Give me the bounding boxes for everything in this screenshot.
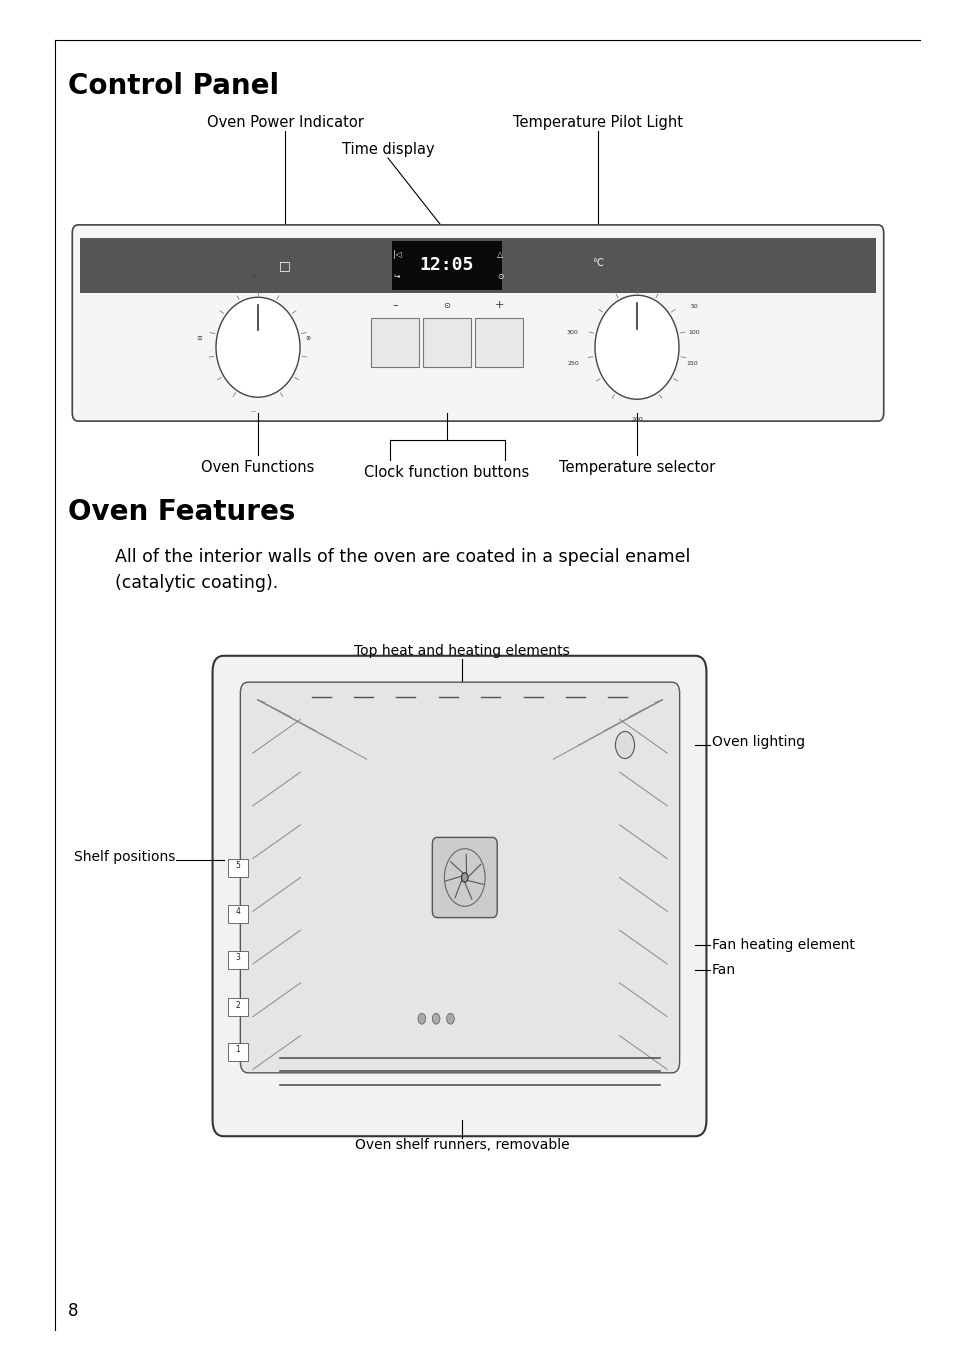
Bar (80, 238, 875, 293)
Bar (228, 1044, 248, 1061)
Bar (371, 318, 418, 366)
Text: ⊙: ⊙ (497, 272, 502, 281)
Circle shape (615, 731, 634, 758)
Text: Temperature selector: Temperature selector (558, 460, 715, 475)
Bar (228, 952, 248, 969)
FancyBboxPatch shape (432, 837, 497, 918)
Ellipse shape (595, 295, 679, 399)
Text: Shelf positions: Shelf positions (73, 850, 174, 864)
Text: 100: 100 (688, 330, 700, 335)
Text: 300: 300 (565, 330, 578, 335)
Text: —: — (251, 410, 255, 415)
Bar (228, 998, 248, 1015)
FancyBboxPatch shape (240, 683, 679, 1073)
Text: T̶: T̶ (252, 274, 254, 280)
Text: 8: 8 (68, 1302, 78, 1320)
Text: 50: 50 (690, 304, 698, 310)
Text: 3: 3 (235, 953, 240, 963)
Text: 150: 150 (686, 361, 698, 366)
Text: Oven Features: Oven Features (68, 498, 295, 526)
Text: 250: 250 (567, 361, 579, 366)
Text: 1: 1 (235, 1045, 240, 1055)
Circle shape (446, 1014, 454, 1025)
Text: 12:05: 12:05 (419, 257, 474, 274)
FancyBboxPatch shape (213, 656, 706, 1136)
Bar (475, 318, 522, 366)
Text: 4: 4 (235, 907, 240, 917)
Text: Oven shelf runners, removable: Oven shelf runners, removable (355, 1138, 569, 1152)
Circle shape (417, 1014, 425, 1025)
Text: All of the interior walls of the oven are coated in a special enamel
(catalytic : All of the interior walls of the oven ar… (115, 548, 690, 592)
Text: Clock function buttons: Clock function buttons (364, 465, 529, 480)
Text: Fan: Fan (711, 963, 736, 977)
Text: Temperature Pilot Light: Temperature Pilot Light (513, 115, 682, 130)
Text: Time display: Time display (341, 142, 434, 157)
Bar (392, 241, 501, 289)
Text: |◁: |◁ (393, 250, 401, 260)
Text: 5: 5 (235, 861, 240, 871)
Text: Fan heating element: Fan heating element (711, 938, 854, 952)
Text: □: □ (279, 260, 291, 272)
Text: Oven lighting: Oven lighting (711, 735, 804, 749)
Text: Oven Functions: Oven Functions (201, 460, 314, 475)
FancyBboxPatch shape (72, 224, 882, 420)
Ellipse shape (215, 297, 299, 397)
Text: 2: 2 (235, 1000, 240, 1010)
Text: Oven Power Indicator: Oven Power Indicator (207, 115, 363, 130)
Text: Top heat and heating elements: Top heat and heating elements (354, 644, 569, 658)
Text: Control Panel: Control Panel (68, 72, 279, 100)
Circle shape (461, 873, 468, 883)
Text: ⊙: ⊙ (443, 301, 450, 310)
Text: +: + (494, 300, 503, 310)
Text: △: △ (497, 250, 502, 260)
Bar (228, 860, 248, 877)
Circle shape (432, 1014, 439, 1025)
Text: 200: 200 (631, 416, 642, 422)
Text: ≡: ≡ (195, 335, 201, 342)
Text: ℃: ℃ (592, 258, 603, 268)
Text: –: – (392, 300, 397, 310)
Bar (228, 906, 248, 923)
Text: ↪: ↪ (394, 272, 399, 281)
Bar (422, 318, 471, 366)
Text: ⊕: ⊕ (305, 337, 310, 342)
